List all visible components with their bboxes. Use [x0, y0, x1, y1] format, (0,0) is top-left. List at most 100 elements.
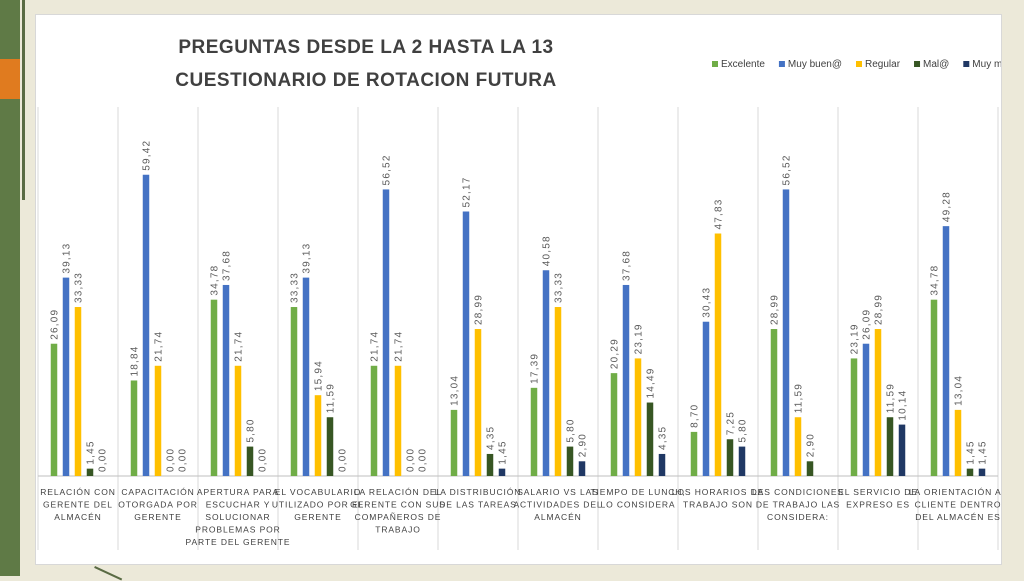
bar: [770, 329, 778, 476]
bar: [542, 270, 550, 476]
data-label: 0,00: [258, 448, 269, 472]
data-label: 11,59: [326, 383, 337, 413]
chart-slide: PREGUNTAS DESDE LA 2 HASTA LA 13 CUESTION…: [35, 14, 1002, 565]
bar: [234, 365, 242, 476]
data-label: 21,74: [154, 331, 165, 362]
data-label: 4,35: [486, 426, 497, 450]
data-label: 21,74: [234, 331, 245, 362]
bar: [302, 277, 310, 476]
legend-swatch: [963, 61, 970, 67]
bar: [290, 307, 298, 476]
data-label: 17,39: [530, 353, 541, 384]
category-label: ESCUCHAR Y: [206, 500, 271, 510]
chart-title-line: PREGUNTAS DESDE LA 2 HASTA LA 13: [178, 37, 553, 58]
data-label: 47,83: [714, 198, 725, 229]
category-label: TIEMPO DE LUNCH,: [590, 487, 685, 497]
legend-label: Regular: [865, 59, 901, 70]
data-label: 2,90: [578, 433, 589, 457]
bar: [898, 424, 906, 476]
orange-accent-tab: [0, 59, 20, 99]
category-label: EL SERVICIO DE: [838, 487, 918, 497]
data-label: 1,45: [966, 440, 977, 464]
bar: [874, 329, 882, 476]
data-label: 0,00: [406, 448, 417, 472]
bar: [486, 453, 494, 476]
category-label: LAS CONDICIONES: [752, 487, 844, 497]
data-label: 33,33: [74, 272, 85, 303]
bar: [622, 284, 630, 476]
data-label: 8,70: [690, 404, 701, 428]
data-label: 39,13: [62, 243, 73, 274]
category-label: PROBLEMAS POR: [195, 525, 280, 535]
category-label: DE LAS TAREAS: [439, 500, 517, 510]
bar: [658, 453, 666, 476]
data-label: 56,52: [382, 154, 393, 185]
bar: [74, 307, 82, 476]
bar: [702, 321, 710, 476]
data-label: 13,04: [450, 375, 461, 406]
category-label: SALARIO VS LAS: [517, 487, 599, 497]
data-label: 28,99: [770, 294, 781, 325]
bar: [530, 387, 538, 476]
decorative-line: [22, 0, 25, 200]
category-label: ALMACÉN: [54, 512, 101, 522]
bar: [930, 299, 938, 476]
data-label: 37,68: [222, 250, 233, 281]
data-label: 23,19: [850, 323, 861, 354]
category-label: TRABAJO: [375, 525, 421, 535]
bar: [886, 417, 894, 476]
data-label: 26,09: [50, 309, 61, 340]
decorative-line: [94, 566, 123, 581]
data-label: 40,58: [542, 235, 553, 266]
bar: [978, 468, 986, 476]
category-label: COMPAÑEROS DE: [355, 512, 442, 522]
data-label: 21,74: [394, 331, 405, 362]
bar: [966, 468, 974, 476]
chart-title-line: CUESTIONARIO DE ROTACION FUTURA: [175, 70, 556, 91]
category-label: ACTIVIDADES DEL: [513, 500, 602, 510]
legend-swatch: [778, 61, 785, 67]
category-label: OTORGADA POR: [118, 500, 198, 510]
bar: [154, 365, 162, 476]
data-label: 37,68: [622, 250, 633, 281]
category-label: TRABAJO SON: [683, 500, 753, 510]
data-label: 1,45: [498, 440, 509, 464]
data-label: 34,78: [210, 265, 221, 296]
bar: [794, 417, 802, 476]
bar: [554, 307, 562, 476]
legend-swatch: [856, 61, 862, 67]
category-label: DE TRABAJO LAS: [756, 500, 840, 510]
data-label: 5,80: [246, 418, 257, 442]
data-label: 0,00: [166, 448, 177, 472]
bar: [738, 446, 746, 476]
data-label: 18,84: [130, 345, 141, 376]
bar: [314, 395, 322, 476]
data-label: 23,19: [634, 323, 645, 354]
bar: [326, 417, 334, 476]
bar: [86, 468, 94, 476]
data-label: 11,59: [794, 383, 805, 413]
data-label: 1,45: [978, 440, 989, 464]
category-label: EXPRESO ES: [846, 500, 910, 510]
category-label: PARTE DEL GERENTE: [186, 537, 291, 547]
data-label: 34,78: [930, 265, 941, 296]
bar: [942, 226, 950, 476]
data-label: 10,14: [898, 390, 909, 421]
category-label: LA DISTRIBUCIÓN: [435, 487, 522, 497]
bar: [474, 329, 482, 476]
category-label: GERENTE DEL: [43, 500, 113, 510]
bar: [610, 373, 618, 476]
bar: [634, 358, 642, 476]
legend-swatch: [712, 61, 718, 67]
category-label: DEL ALMACÉN ES: [915, 512, 1001, 522]
left-accent-bar: [0, 0, 20, 576]
data-label: 0,00: [338, 448, 349, 472]
bar: [646, 402, 654, 476]
data-label: 20,29: [610, 338, 621, 369]
bar: [142, 174, 150, 476]
data-label: 5,80: [566, 418, 577, 442]
bar: [862, 343, 870, 476]
category-label: GERENTE: [294, 512, 341, 522]
bar: [806, 461, 814, 476]
category-label: CAPACITACIÓN: [121, 487, 194, 497]
